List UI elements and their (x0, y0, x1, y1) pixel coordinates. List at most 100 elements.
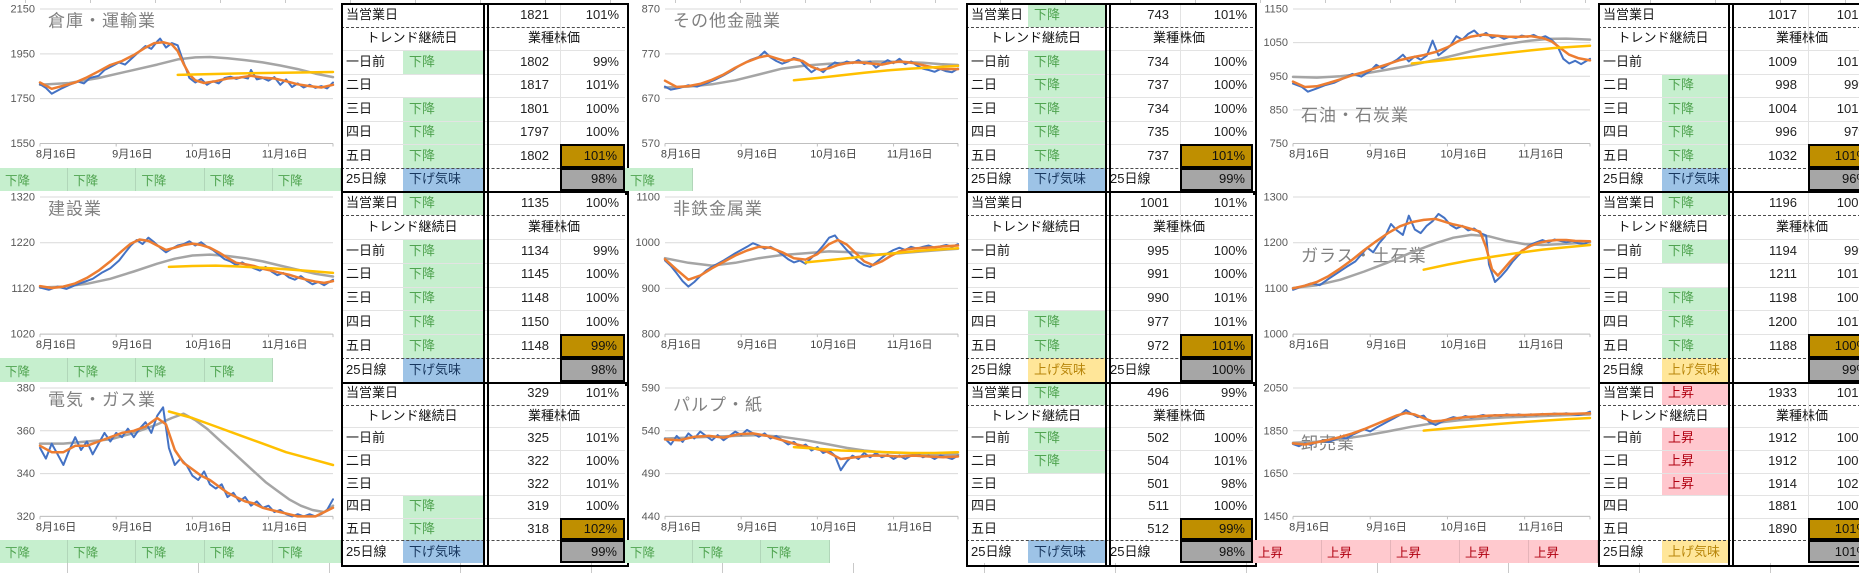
pct-ma25-highlight[interactable]: 99% (1180, 167, 1253, 191)
trend-cell[interactable]: 下降 (403, 286, 483, 311)
current-trend-cell[interactable] (1028, 191, 1105, 215)
trend-strip-cell[interactable]: 下降 (68, 167, 137, 191)
trend-cell[interactable]: 下降 (1662, 286, 1728, 311)
trend-cell[interactable] (403, 427, 483, 450)
price-value-cell[interactable]: 1200 (1768, 314, 1797, 330)
price-pct-cell[interactable]: 101% (1213, 314, 1247, 330)
price-pct-cell[interactable]: 100% (1836, 498, 1859, 514)
trend-cell[interactable]: 下降 (403, 238, 483, 263)
sector-price-header[interactable]: 業種株価 (1152, 218, 1205, 234)
trend-cell[interactable]: 下降 (1028, 310, 1105, 335)
current-day-label[interactable]: 当営業日 (971, 385, 1024, 401)
trend-cell[interactable] (403, 74, 483, 98)
price-value-cell[interactable]: 1194 (1769, 242, 1797, 258)
current-pct-cell[interactable]: 101% (585, 6, 619, 22)
current-pct-cell[interactable]: 100% (585, 194, 619, 210)
pct-5day-highlight[interactable]: 101% (1808, 517, 1859, 541)
sector-price-header[interactable]: 業種株価 (527, 407, 580, 423)
trend-strip-cell[interactable]: 下降 (0, 167, 69, 191)
day-label[interactable]: 二日 (1603, 266, 1630, 282)
current-price-cell[interactable]: 496 (1147, 385, 1169, 401)
ma25-trend-cell[interactable]: 下げ気味 (403, 358, 483, 382)
day-label[interactable]: 三日 (1603, 290, 1630, 306)
trend-strip-cell[interactable]: 下降 (693, 540, 762, 563)
price-value-cell[interactable]: 1912 (1768, 430, 1797, 446)
trend-cell[interactable]: 下降 (1028, 449, 1105, 473)
price-value-cell[interactable]: 1009 (1768, 53, 1797, 69)
price-pct-cell[interactable]: 101% (585, 430, 619, 446)
pct-ma25-highlight[interactable]: 98% (560, 167, 625, 191)
current-day-label[interactable]: 当営業日 (346, 194, 399, 210)
price-value-cell[interactable]: 1797 (520, 124, 549, 140)
ma25-value-cell[interactable] (483, 168, 560, 192)
trend-cell[interactable] (1662, 518, 1728, 541)
trend-days-header[interactable]: トレンド継続日 (366, 30, 458, 46)
trend-cell[interactable]: 下降 (1662, 238, 1728, 263)
day-label[interactable]: 二日 (1603, 77, 1630, 93)
ma25-trend-cell[interactable]: 下げ気味 (403, 540, 483, 563)
day-label[interactable]: 三日 (971, 100, 998, 116)
trend-days-header[interactable]: トレンド継続日 (989, 30, 1081, 46)
price-pct-cell[interactable]: 100% (1213, 53, 1247, 69)
trend-cell[interactable]: 下降 (1028, 334, 1105, 359)
day-label[interactable]: 五日 (1603, 338, 1630, 354)
day-label[interactable]: 一日前 (1603, 53, 1643, 69)
price-pct-cell[interactable]: 100% (1836, 430, 1859, 446)
price-pct-cell[interactable]: 100% (585, 124, 619, 140)
trend-strip-cell[interactable]: 上昇 (1391, 540, 1460, 563)
trend-days-header[interactable]: トレンド継続日 (1617, 407, 1709, 423)
day-label[interactable]: 一日前 (346, 242, 386, 258)
trend-strip-cell[interactable]: 下降 (0, 358, 69, 382)
pct-5day-highlight[interactable]: 101% (560, 144, 625, 168)
trend-cell[interactable]: 下降 (1662, 334, 1728, 359)
current-trend-cell[interactable] (403, 382, 483, 405)
current-pct-cell[interactable]: 101% (1836, 6, 1859, 22)
sector-chart[interactable]: 2050 1850 1650 1450 8月16日 9月16日 10月16日 11月16日 卸売… (1253, 382, 1598, 540)
day-label[interactable]: 四日 (1603, 498, 1630, 514)
current-price-cell[interactable]: 1196 (1769, 194, 1797, 210)
trend-cell[interactable]: 下降 (1028, 144, 1105, 168)
sector-chart[interactable]: 1320 1220 1120 1020 8月16日 9月16日 10月16日 11月16日 建設… (0, 191, 341, 358)
current-day-label[interactable]: 当営業日 (346, 385, 399, 401)
day-label[interactable]: 二日 (971, 453, 998, 469)
price-pct-cell[interactable]: 102% (1836, 475, 1859, 491)
price-pct-cell[interactable]: 100% (585, 453, 619, 469)
day-label[interactable]: 四日 (1603, 314, 1630, 330)
current-price-cell[interactable]: 329 (527, 385, 549, 401)
trend-strip-cell[interactable]: 下降 (204, 358, 273, 382)
trend-cell[interactable] (1028, 473, 1105, 496)
price-value-cell[interactable]: 1032 (1768, 147, 1797, 163)
day-label[interactable]: 一日前 (971, 242, 1011, 258)
trend-cell[interactable]: 下降 (1028, 427, 1105, 450)
current-price-cell[interactable]: 1821 (520, 6, 549, 22)
current-day-label[interactable]: 当営業日 (971, 6, 1024, 22)
pct-ma25-highlight[interactable]: 98% (560, 358, 625, 382)
trend-cell[interactable] (1662, 495, 1728, 518)
trend-cell[interactable]: 上昇 (1662, 472, 1728, 496)
day-label[interactable]: 二日 (346, 266, 373, 282)
price-value-cell[interactable]: 1211 (1769, 266, 1797, 282)
price-pct-cell[interactable]: 100% (585, 100, 619, 116)
trend-days-header[interactable]: トレンド継続日 (1617, 218, 1709, 234)
trend-strip-cell[interactable]: 下降 (272, 167, 341, 191)
pct-5day-highlight[interactable]: 101% (1808, 144, 1859, 168)
ma25-value-cell[interactable] (1728, 168, 1808, 192)
price-pct-cell[interactable]: 100% (1213, 124, 1247, 140)
trend-cell[interactable] (1028, 263, 1105, 287)
current-pct-cell[interactable]: 100% (1836, 194, 1859, 210)
sector-chart[interactable]: 1100 1000 900 800 8月16日 9月16日 10月16日 11月16日 非鉄金属… (625, 191, 966, 358)
current-day-label[interactable]: 当営業日 (1603, 385, 1656, 401)
price-pct-cell[interactable]: 100% (1213, 242, 1247, 258)
ma25-trend-cell[interactable]: 上げ気味 (1662, 358, 1728, 382)
ma25-value-cell[interactable] (483, 358, 560, 382)
sector-chart[interactable]: 870 770 670 570 8月16日 9月16日 10月16日 11月16日 その他金融業 (625, 3, 966, 168)
sector-price-header[interactable]: 業種株価 (1775, 218, 1828, 234)
current-price-cell[interactable]: 1933 (1768, 385, 1797, 401)
pct-5day-highlight[interactable]: 102% (560, 517, 625, 541)
ma25-value-cell[interactable]: 25日線 (1110, 361, 1151, 377)
price-pct-cell[interactable]: 101% (585, 475, 619, 491)
sector-chart[interactable]: 590 540 490 440 8月16日 9月16日 10月16日 11月16日 パルプ・紙 (625, 382, 966, 540)
day-label[interactable]: 二日 (1603, 453, 1630, 469)
trend-cell[interactable]: 下降 (1662, 120, 1728, 144)
pct-ma25-highlight[interactable]: 99% (1808, 358, 1859, 382)
